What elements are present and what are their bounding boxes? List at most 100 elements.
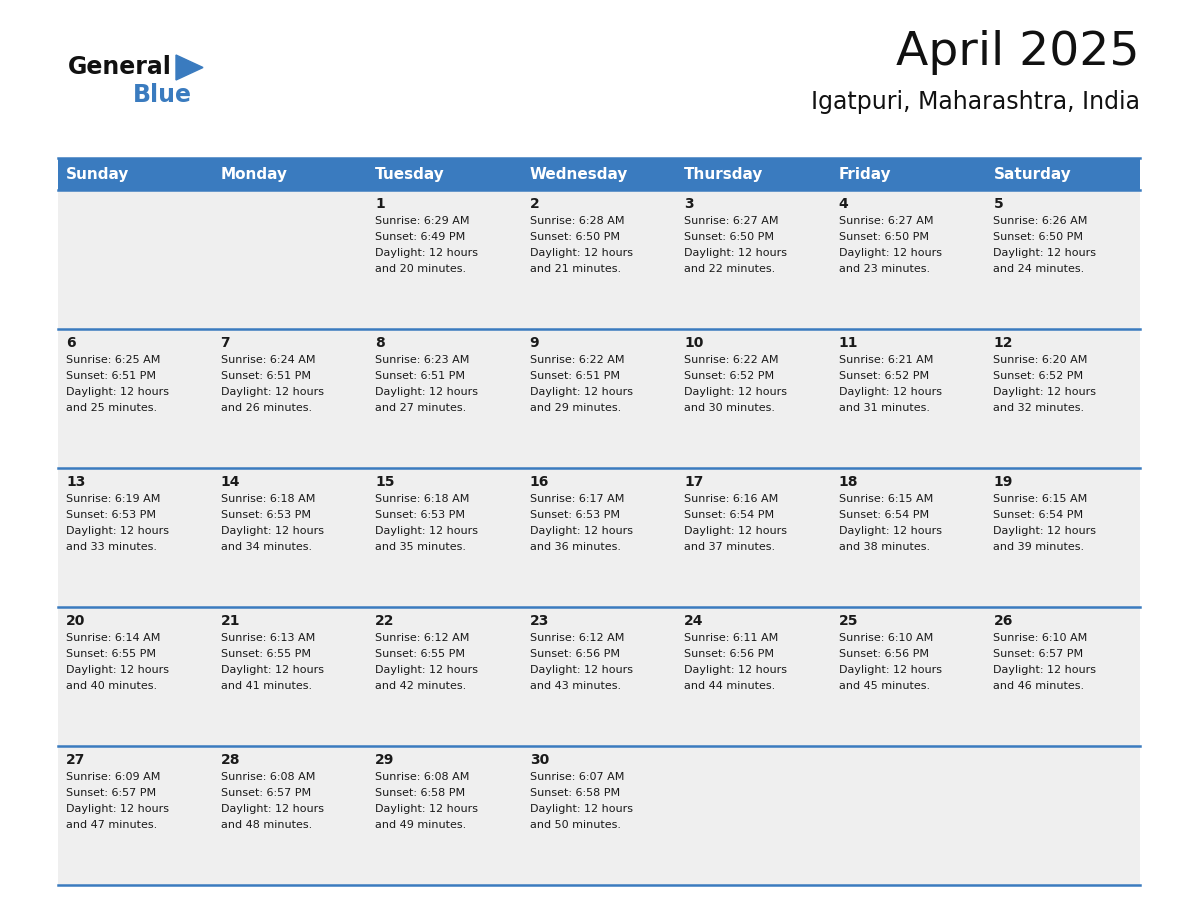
Text: 28: 28 [221,753,240,767]
Text: Daylight: 12 hours: Daylight: 12 hours [993,387,1097,397]
Text: Friday: Friday [839,166,891,182]
Text: Sunrise: 6:08 AM: Sunrise: 6:08 AM [221,772,315,782]
Text: Daylight: 12 hours: Daylight: 12 hours [221,387,323,397]
Text: 27: 27 [67,753,86,767]
Text: Daylight: 12 hours: Daylight: 12 hours [530,248,633,258]
Text: and 45 minutes.: and 45 minutes. [839,681,930,691]
Text: Sunrise: 6:12 AM: Sunrise: 6:12 AM [375,633,469,643]
Text: and 49 minutes.: and 49 minutes. [375,820,467,830]
Text: Sunset: 6:51 PM: Sunset: 6:51 PM [67,371,156,381]
Text: 18: 18 [839,475,859,489]
Text: General: General [68,55,172,79]
Text: Daylight: 12 hours: Daylight: 12 hours [375,804,478,814]
Text: 22: 22 [375,614,394,628]
Text: Sunrise: 6:27 AM: Sunrise: 6:27 AM [839,216,934,226]
Text: Sunset: 6:53 PM: Sunset: 6:53 PM [530,510,620,520]
Text: Sunset: 6:54 PM: Sunset: 6:54 PM [839,510,929,520]
Text: 19: 19 [993,475,1013,489]
Text: and 22 minutes.: and 22 minutes. [684,264,776,274]
Text: 10: 10 [684,336,703,350]
Text: and 42 minutes.: and 42 minutes. [375,681,467,691]
Text: and 35 minutes.: and 35 minutes. [375,542,466,552]
Text: Sunset: 6:51 PM: Sunset: 6:51 PM [221,371,310,381]
Text: Daylight: 12 hours: Daylight: 12 hours [67,665,169,675]
Text: 3: 3 [684,197,694,211]
Text: Sunset: 6:53 PM: Sunset: 6:53 PM [67,510,156,520]
Text: 15: 15 [375,475,394,489]
Text: and 31 minutes.: and 31 minutes. [839,403,930,413]
Text: Daylight: 12 hours: Daylight: 12 hours [375,665,478,675]
Text: Sunset: 6:56 PM: Sunset: 6:56 PM [530,649,620,659]
Text: Daylight: 12 hours: Daylight: 12 hours [67,526,169,536]
Text: Sunrise: 6:19 AM: Sunrise: 6:19 AM [67,494,160,504]
Text: Sunrise: 6:10 AM: Sunrise: 6:10 AM [839,633,933,643]
Text: 24: 24 [684,614,703,628]
Text: Daylight: 12 hours: Daylight: 12 hours [684,387,788,397]
Text: and 39 minutes.: and 39 minutes. [993,542,1085,552]
Text: Daylight: 12 hours: Daylight: 12 hours [839,665,942,675]
Text: Sunrise: 6:21 AM: Sunrise: 6:21 AM [839,355,934,365]
Text: Daylight: 12 hours: Daylight: 12 hours [375,526,478,536]
Text: Sunrise: 6:18 AM: Sunrise: 6:18 AM [221,494,315,504]
Text: and 20 minutes.: and 20 minutes. [375,264,466,274]
Text: and 26 minutes.: and 26 minutes. [221,403,311,413]
Text: Sunset: 6:53 PM: Sunset: 6:53 PM [221,510,310,520]
Text: Daylight: 12 hours: Daylight: 12 hours [993,248,1097,258]
Text: and 50 minutes.: and 50 minutes. [530,820,620,830]
Text: Sunset: 6:52 PM: Sunset: 6:52 PM [839,371,929,381]
Text: Sunrise: 6:14 AM: Sunrise: 6:14 AM [67,633,160,643]
Text: Sunset: 6:53 PM: Sunset: 6:53 PM [375,510,466,520]
Text: Sunset: 6:56 PM: Sunset: 6:56 PM [684,649,775,659]
Text: Sunset: 6:55 PM: Sunset: 6:55 PM [221,649,310,659]
Text: Blue: Blue [133,83,192,107]
Text: 5: 5 [993,197,1003,211]
Text: Sunrise: 6:25 AM: Sunrise: 6:25 AM [67,355,160,365]
Text: Sunrise: 6:07 AM: Sunrise: 6:07 AM [530,772,624,782]
Text: Sunday: Sunday [67,166,129,182]
Text: Sunrise: 6:24 AM: Sunrise: 6:24 AM [221,355,315,365]
Text: and 36 minutes.: and 36 minutes. [530,542,620,552]
Text: and 21 minutes.: and 21 minutes. [530,264,621,274]
Text: Daylight: 12 hours: Daylight: 12 hours [530,665,633,675]
Bar [58,746,1140,885]
Text: Sunrise: 6:12 AM: Sunrise: 6:12 AM [530,633,624,643]
Bar [58,607,1140,746]
Text: 4: 4 [839,197,848,211]
Text: 9: 9 [530,336,539,350]
Text: and 25 minutes.: and 25 minutes. [67,403,157,413]
Text: Daylight: 12 hours: Daylight: 12 hours [375,248,478,258]
Text: 20: 20 [67,614,86,628]
Text: 7: 7 [221,336,230,350]
Text: Sunrise: 6:28 AM: Sunrise: 6:28 AM [530,216,624,226]
Text: Daylight: 12 hours: Daylight: 12 hours [993,526,1097,536]
Text: Wednesday: Wednesday [530,166,628,182]
Text: 14: 14 [221,475,240,489]
Text: Daylight: 12 hours: Daylight: 12 hours [530,387,633,397]
Text: and 47 minutes.: and 47 minutes. [67,820,157,830]
Text: Daylight: 12 hours: Daylight: 12 hours [684,526,788,536]
Text: and 37 minutes.: and 37 minutes. [684,542,776,552]
Text: 6: 6 [67,336,76,350]
Text: and 48 minutes.: and 48 minutes. [221,820,311,830]
Text: 2: 2 [530,197,539,211]
Bar [58,158,1140,190]
Text: Daylight: 12 hours: Daylight: 12 hours [684,665,788,675]
Text: Sunset: 6:52 PM: Sunset: 6:52 PM [684,371,775,381]
Text: Daylight: 12 hours: Daylight: 12 hours [993,665,1097,675]
Text: Sunrise: 6:15 AM: Sunrise: 6:15 AM [839,494,933,504]
Text: 11: 11 [839,336,859,350]
Text: Sunrise: 6:15 AM: Sunrise: 6:15 AM [993,494,1088,504]
Text: Daylight: 12 hours: Daylight: 12 hours [221,526,323,536]
Text: and 46 minutes.: and 46 minutes. [993,681,1085,691]
Text: Sunset: 6:57 PM: Sunset: 6:57 PM [993,649,1083,659]
Text: and 33 minutes.: and 33 minutes. [67,542,157,552]
Text: Sunset: 6:50 PM: Sunset: 6:50 PM [684,232,775,242]
Text: and 41 minutes.: and 41 minutes. [221,681,311,691]
Text: Daylight: 12 hours: Daylight: 12 hours [221,804,323,814]
Text: Sunrise: 6:18 AM: Sunrise: 6:18 AM [375,494,469,504]
Text: Daylight: 12 hours: Daylight: 12 hours [67,804,169,814]
Text: Sunrise: 6:22 AM: Sunrise: 6:22 AM [530,355,624,365]
Text: and 34 minutes.: and 34 minutes. [221,542,311,552]
Text: 12: 12 [993,336,1013,350]
Text: Daylight: 12 hours: Daylight: 12 hours [530,804,633,814]
